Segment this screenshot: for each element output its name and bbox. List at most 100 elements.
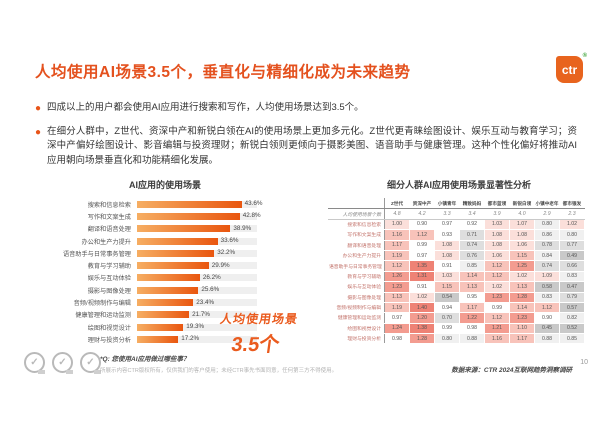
bar-track: 29.9% xyxy=(137,262,257,270)
heatmap-row-label: 翻译和语音处理 xyxy=(328,239,385,251)
heatmap-column-header: Z世代 xyxy=(384,197,410,210)
registered-trademark-icon: ® xyxy=(582,53,587,59)
bar-fill xyxy=(137,200,242,208)
heatmap-row: 理财与投资分析 0.98 1.28 0.80 0.88 1.16 1.17 0.88 0.85 xyxy=(328,333,585,345)
heatmap-cell: 0.58 xyxy=(534,281,560,293)
heatmap-body: 人均使用场景个数 4.8 4.2 3.3 3.4 3.9 4.0 2.9 2.3 搜索和信息检索 1… xyxy=(328,208,585,345)
bar-fill xyxy=(137,299,194,307)
heatmap-cell: 0.76 xyxy=(459,249,485,262)
heatmap-cell: 1.08 xyxy=(509,229,535,241)
heatmap-cell: 1.40 xyxy=(409,301,435,314)
bullet-text: 在细分人群中，Z世代、资深中产和新锐白领在AI的使用场景上更加多元化。Z世代更青… xyxy=(47,125,577,166)
bar-category-label: 语音助手与日常事务管理 xyxy=(62,250,131,258)
certification-badge-icon: ✓ xyxy=(80,352,101,374)
summary-bullets: ● 四成以上的用户都会使用AI应用进行搜索和写作，人均使用场景达到3.5个。 ●… xyxy=(35,101,577,177)
bar-chart-title: AI应用的使用场景 xyxy=(128,180,201,190)
heatmap-column-header: 小镇青年 xyxy=(434,197,460,210)
heatmap-cell: 1.02 xyxy=(409,291,435,303)
bar-category-label: 绘图和视觉设计 xyxy=(87,324,131,332)
bar-track: 17.2% xyxy=(137,335,257,343)
heatmap-row: 音频/视频制作与编辑 1.19 1.40 0.94 1.17 0.99 1.14 1.12 0.… xyxy=(328,301,585,314)
heatmap-cell: 1.26 xyxy=(384,270,410,283)
heatmap-cell: 1.22 xyxy=(459,312,485,324)
heatmap-cell: 0.90 xyxy=(409,218,435,231)
bar-category-label: 健康管理和运动监测 xyxy=(75,312,131,320)
heatmap-cell: 1.12 xyxy=(484,260,510,272)
bar-track: 38.9% xyxy=(137,225,257,233)
heatmap-cell: 1.19 xyxy=(384,301,410,314)
bar-chart-rows: 搜索和信息检索 43.6% 写作和文案生成 42.8% 翻译和语音处理 38.9% 办公和生… xyxy=(30,198,310,346)
heatmap-cell: 3.9 xyxy=(484,208,510,220)
ctr-logo: ctr ® xyxy=(556,53,587,83)
heatmap-row: 搜索和信息检索 1.00 0.90 0.97 0.92 1.03 1.07 0.80 1.02 xyxy=(328,218,585,231)
bar-row: 健康管理和运动监测 21.7% xyxy=(30,309,310,321)
bar-category-label: 办公和生产力提升 xyxy=(81,238,132,246)
bar-row: 音频/视频制作与编辑 23.4% xyxy=(30,296,310,308)
heatmap-cell: 0.74 xyxy=(534,260,560,272)
certification-badge-icon: ✓ xyxy=(52,352,73,374)
heatmap-cell: 1.08 xyxy=(484,239,510,251)
heatmap-cell: 1.09 xyxy=(534,270,560,283)
heatmap-corner-cell xyxy=(328,197,385,210)
heatmap-cell: 0.99 xyxy=(484,301,510,314)
bar-row: 摄影与图像处理 25.6% xyxy=(30,284,310,296)
heatmap-column-header: 精致妈妈 xyxy=(459,197,485,210)
heatmap-row: 翻译和语音处理 1.17 0.99 1.08 0.74 1.08 1.06 0.78 0.77 xyxy=(328,239,585,251)
heatmap-cell: 1.23 xyxy=(384,281,410,293)
heatmap-cell: 0.78 xyxy=(534,239,560,251)
bar-value-label: 19.3% xyxy=(186,323,205,331)
heatmap-cell: 1.12 xyxy=(484,270,510,283)
heatmap-cell: 0.91 xyxy=(409,281,435,293)
page-title: 人均使用AI场景3.5个，垂直化与精细化成为未来趋势 xyxy=(35,64,411,81)
copyright-disclaimer: 所展示内容CTR版权所有，仅供我们的客户使用；未经CTR事先书面同意，任何第三方… xyxy=(100,368,338,374)
heatmap-row-label: 搜索和信息检索 xyxy=(328,218,385,231)
bar-value-label: 32.2% xyxy=(217,249,236,257)
bar-fill xyxy=(137,311,190,319)
bullet-item: ● 在细分人群中，Z世代、资深中产和新锐白领在AI的使用场景上更加多元化。Z世代… xyxy=(35,125,577,169)
heatmap-cell: 1.15 xyxy=(434,281,460,293)
heatmap-column-header: 小镇中老年 xyxy=(534,197,560,210)
bar-row: 搜索和信息检索 43.6% xyxy=(30,198,310,210)
heatmap-cell: 1.17 xyxy=(384,239,410,251)
heatmap-cell: 1.23 xyxy=(484,291,510,303)
heatmap-row: 健康管理和运动监测 0.97 1.20 0.70 1.22 1.12 1.23 0.90 0.8… xyxy=(328,312,585,324)
bar-category-label: 理财与投资分析 xyxy=(87,336,131,344)
page-number: 10 xyxy=(580,359,588,366)
heatmap-row-label: 教育与学习辅助 xyxy=(328,270,385,283)
heatmap-cell: 0.80 xyxy=(434,333,460,345)
heatmap-cell: 0.97 xyxy=(409,249,435,262)
heatmap-cell: 1.14 xyxy=(509,301,535,314)
bar-track: 21.7% xyxy=(137,311,257,319)
heatmap-cell: 1.28 xyxy=(509,291,535,303)
bar-track: 23.4% xyxy=(137,299,257,307)
bar-fill xyxy=(137,335,179,343)
bar-category-label: 娱乐与互动体验 xyxy=(87,275,131,283)
heatmap-cell: 0.45 xyxy=(534,322,560,335)
heatmap-cell: 1.06 xyxy=(509,239,535,251)
bar-row: 办公和生产力提升 33.6% xyxy=(30,235,310,247)
badge-tag xyxy=(38,370,45,374)
bar-value-label: 33.6% xyxy=(220,237,239,245)
heatmap-header-row: Z世代 资深中产 小镇青年 精致妈妈 都市蓝领 新锐白领 小镇中老年 都市银发 xyxy=(328,197,585,210)
heatmap-row: 办公和生产力提升 1.19 0.97 1.08 0.76 1.06 1.15 0.84 0.49 xyxy=(328,249,585,262)
heatmap-cell: 1.03 xyxy=(484,218,510,231)
heatmap-cell: 1.08 xyxy=(434,249,460,262)
heatmap-cell: 0.47 xyxy=(559,281,585,293)
heatmap-cell: 0.52 xyxy=(559,322,585,335)
bullet-text: 四成以上的用户都会使用AI应用进行搜索和写作，人均使用场景达到3.5个。 xyxy=(47,102,364,113)
heatmap-cell: 0.84 xyxy=(534,249,560,262)
bar-track: 42.8% xyxy=(137,212,261,220)
data-source: 数据来源：CTR 2024互联网趋势洞察调研 xyxy=(451,367,572,374)
heatmap-row-label: 摄影与图像处理 xyxy=(328,291,385,303)
bar-row: 教育与学习辅助 29.9% xyxy=(30,259,310,271)
bar-category-label: 摄影与图像处理 xyxy=(87,287,131,295)
heatmap-row-label: 娱乐与互动体验 xyxy=(328,281,385,293)
heatmap-cell: 1.12 xyxy=(384,260,410,272)
heatmap-cell: 0.80 xyxy=(534,218,560,231)
heatmap-cell: 1.13 xyxy=(509,281,535,293)
annotation-value: 3.5个 xyxy=(229,334,281,356)
heatmap-row: 教育与学习辅助 1.26 1.31 1.03 1.14 1.12 1.02 1.09 0.83 xyxy=(328,270,585,283)
bar-row: 理财与投资分析 17.2% xyxy=(30,333,310,345)
bar-row: 语音助手与日常事务管理 32.2% xyxy=(30,247,310,259)
heatmap-row-label: 人均使用场景个数 xyxy=(328,208,385,220)
